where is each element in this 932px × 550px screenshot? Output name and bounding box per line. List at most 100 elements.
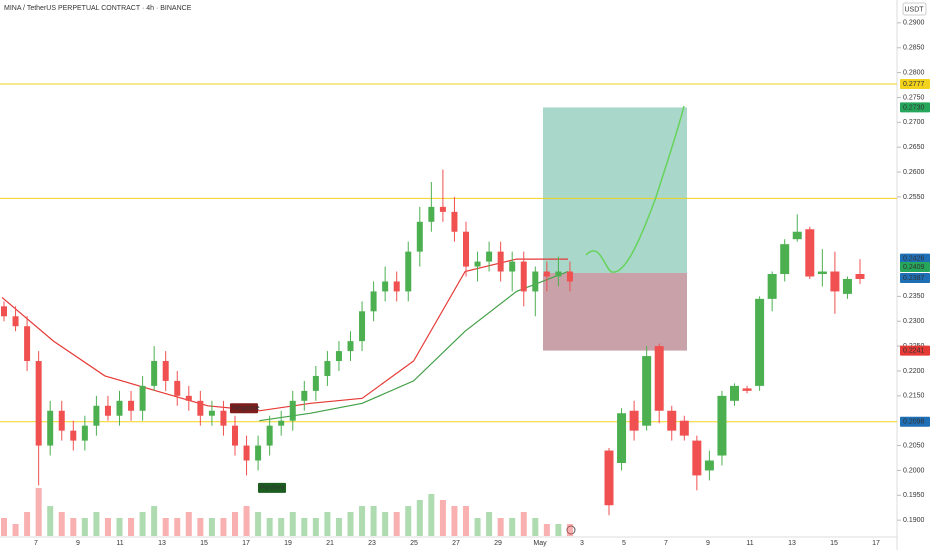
target-zone bbox=[543, 107, 687, 274]
candle-body bbox=[335, 351, 342, 362]
x-tick-label: 21 bbox=[326, 540, 334, 547]
candle-body bbox=[617, 413, 627, 463]
replay-icon[interactable] bbox=[566, 525, 576, 535]
price-label: 0.2409 bbox=[903, 264, 925, 271]
candle-body bbox=[439, 206, 446, 212]
candle-body bbox=[81, 425, 88, 441]
y-tick-label: 0.2550 bbox=[903, 194, 925, 201]
y-tick-label: 0.2650 bbox=[903, 144, 925, 151]
x-tick-label: 7 bbox=[664, 540, 668, 547]
x-tick-label: 9 bbox=[706, 540, 710, 547]
x-tick-label: 15 bbox=[830, 540, 838, 547]
y-tick-label: 0.2900 bbox=[903, 20, 925, 27]
projection-curve bbox=[585, 105, 685, 273]
volume-bar bbox=[370, 506, 377, 536]
x-tick-label: 27 bbox=[452, 540, 460, 547]
candle-body bbox=[255, 445, 262, 461]
candle-body bbox=[474, 261, 481, 267]
stop-zone bbox=[543, 273, 687, 351]
price-label-box bbox=[900, 416, 930, 427]
candle-body bbox=[830, 271, 840, 292]
candle-body bbox=[70, 430, 77, 441]
candle-body bbox=[486, 251, 493, 262]
volume-bar bbox=[451, 506, 458, 536]
volume-bar bbox=[416, 500, 423, 536]
volume-bar bbox=[324, 512, 331, 536]
candle-body bbox=[679, 420, 689, 436]
candle-body bbox=[717, 395, 727, 456]
x-tick-label: 13 bbox=[788, 540, 796, 547]
volume-bar bbox=[312, 518, 319, 536]
x-tick-label: 29 bbox=[494, 540, 502, 547]
candle-body bbox=[93, 405, 100, 426]
y-tick-label: 0.2200 bbox=[903, 368, 925, 375]
volume-bar bbox=[405, 506, 412, 536]
volume-bar bbox=[197, 518, 204, 536]
x-tick-label: 19 bbox=[284, 540, 292, 547]
candle-body bbox=[24, 326, 31, 362]
volume-bar bbox=[393, 512, 400, 536]
volume-bar bbox=[439, 500, 446, 536]
price-label-box bbox=[900, 253, 930, 264]
candle-body bbox=[566, 271, 573, 282]
x-tick-label: 23 bbox=[368, 540, 376, 547]
volume-bar bbox=[347, 512, 354, 536]
volume-bar bbox=[359, 506, 366, 536]
volume-bar bbox=[243, 506, 250, 536]
candle-body bbox=[667, 410, 677, 431]
x-tick-label: 5 bbox=[622, 540, 626, 547]
volume-bar bbox=[208, 518, 215, 536]
candle-body bbox=[842, 278, 852, 294]
candle-body bbox=[704, 460, 714, 471]
x-tick-label: 25 bbox=[410, 540, 418, 547]
y-tick-label: 0.2050 bbox=[903, 442, 925, 449]
x-tick-label: 17 bbox=[872, 540, 880, 547]
volume-bar bbox=[185, 512, 192, 536]
price-label: 0.2387 bbox=[903, 275, 925, 282]
y-tick-label: 0.2600 bbox=[903, 169, 925, 176]
candle-body bbox=[301, 390, 308, 401]
candle-body bbox=[382, 281, 389, 292]
volume-bar bbox=[255, 512, 262, 536]
candle-body bbox=[451, 211, 458, 232]
candle-body bbox=[266, 425, 273, 446]
volume-bar bbox=[116, 518, 123, 536]
candle-body bbox=[393, 281, 400, 292]
candle-body bbox=[604, 450, 614, 506]
candle-body bbox=[289, 400, 296, 421]
candle-body bbox=[278, 420, 285, 426]
volume-bar bbox=[24, 512, 31, 536]
volume-bar bbox=[104, 518, 111, 536]
volume-bar bbox=[35, 488, 42, 536]
y-tick-label: 0.2700 bbox=[903, 119, 925, 126]
volume-bar bbox=[532, 518, 539, 536]
y-tick-label: 0.2300 bbox=[903, 318, 925, 325]
y-tick-label: 0.2000 bbox=[903, 467, 925, 474]
candle-body bbox=[151, 361, 158, 386]
candle-body bbox=[767, 274, 777, 299]
price-label-box bbox=[900, 272, 930, 283]
volume-bar bbox=[428, 494, 435, 536]
volume-bar bbox=[486, 512, 493, 536]
volume-bar bbox=[266, 518, 273, 536]
candle-body bbox=[792, 231, 802, 240]
volume-bar bbox=[382, 512, 389, 536]
volume-bar bbox=[474, 518, 481, 536]
x-tick-label: 11 bbox=[746, 540, 753, 547]
volume-bar bbox=[220, 518, 227, 536]
volume-bar bbox=[1, 518, 7, 536]
candle-body bbox=[509, 261, 516, 272]
y-tick-label: 0.2150 bbox=[903, 393, 925, 400]
x-tick-label: 15 bbox=[200, 540, 208, 547]
candle-body bbox=[532, 271, 539, 292]
volume-bar bbox=[151, 506, 158, 536]
candle-body bbox=[520, 261, 527, 292]
moving-average bbox=[1, 258, 568, 412]
candle-body bbox=[174, 380, 181, 396]
candle-body bbox=[497, 251, 504, 272]
candle-body bbox=[197, 400, 204, 416]
candle-body bbox=[742, 388, 752, 391]
y-tick-label: 0.2750 bbox=[903, 94, 925, 101]
y-tick-label: 0.2850 bbox=[903, 45, 925, 52]
volume-bar bbox=[289, 512, 296, 536]
